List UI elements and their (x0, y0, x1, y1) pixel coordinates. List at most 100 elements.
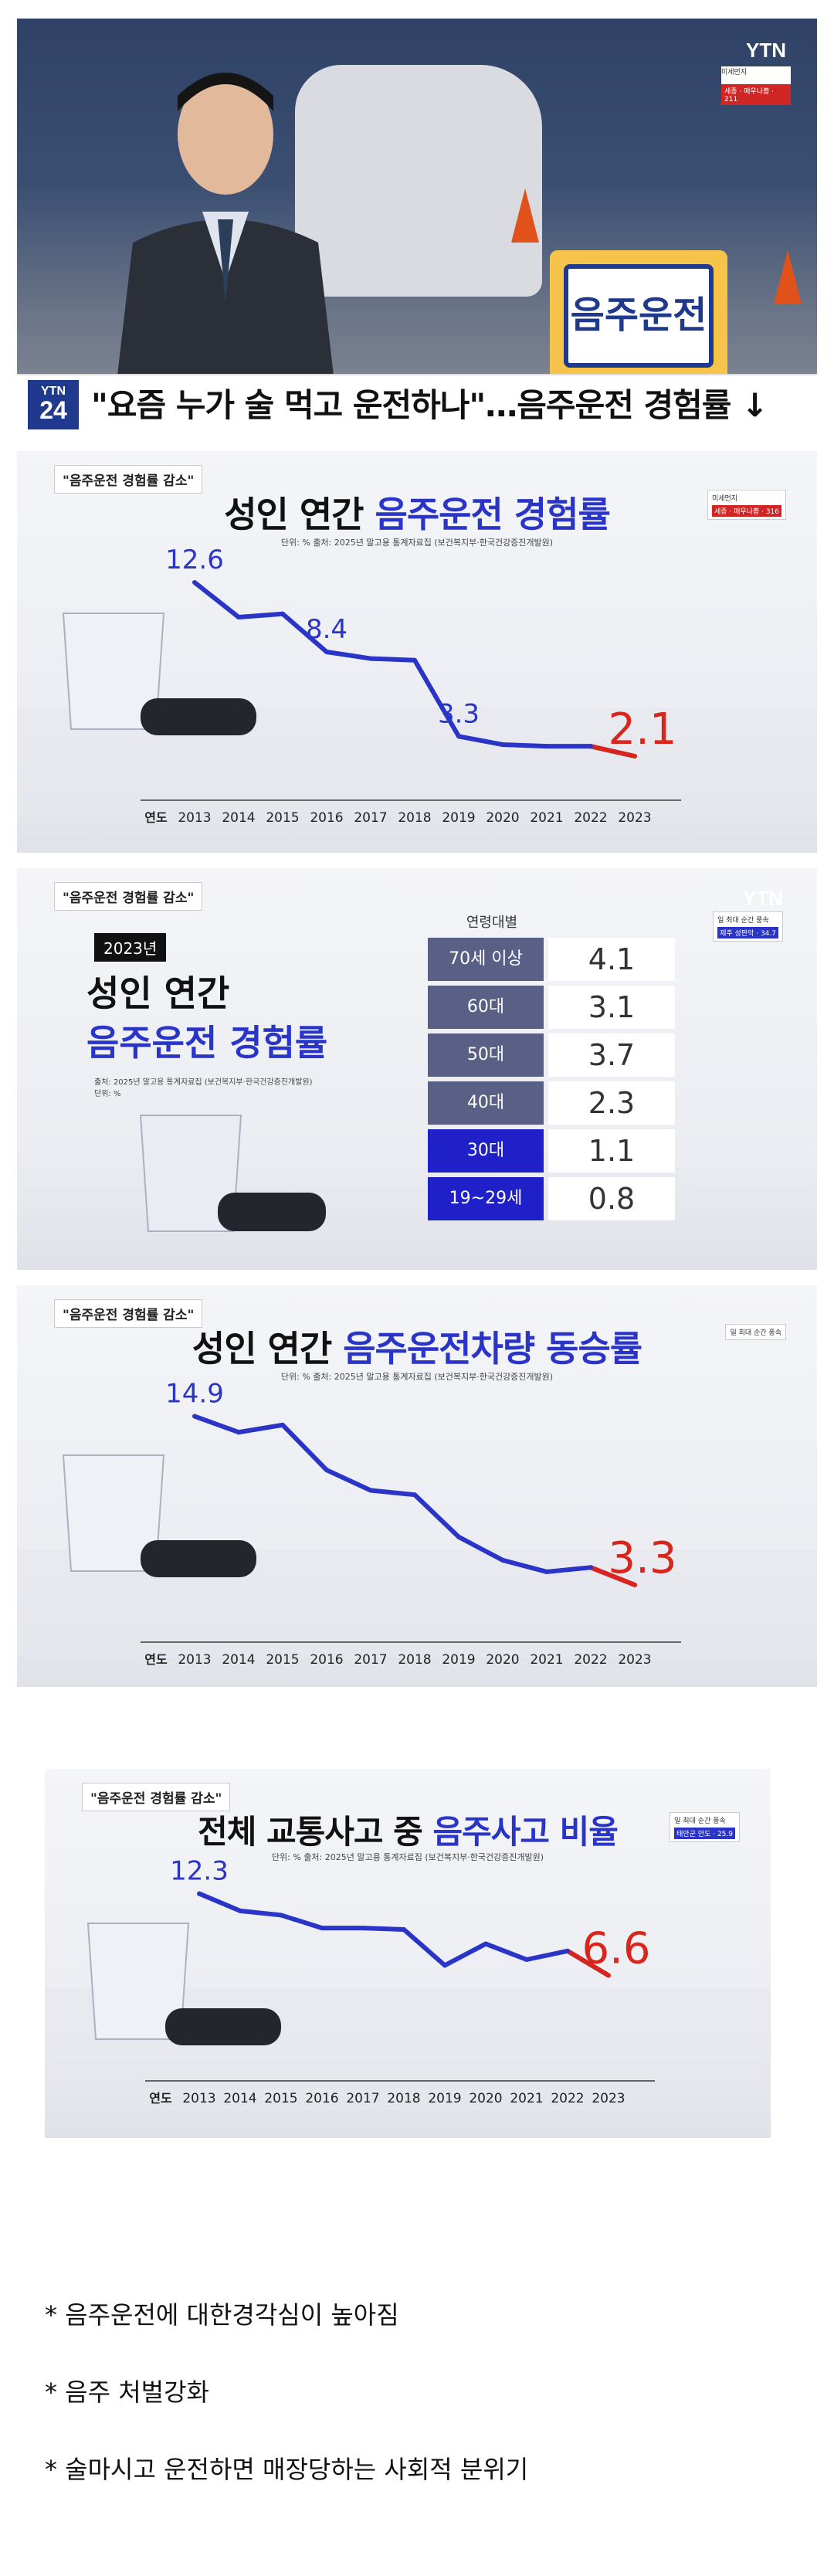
chart-title-plain: 성인 연간 (192, 1328, 344, 1369)
age-table-row: 60대 3.1 (428, 986, 675, 1029)
year-label: 2023년 (94, 933, 167, 962)
x-axis-label: 연도 (149, 2091, 172, 2106)
ytn-logo: YTN (746, 39, 786, 62)
line-chart: 연도 2013 2014 2015 2016 2017 2018 2019 2020 2021 20… (17, 545, 817, 826)
data-label: 2.1 (608, 704, 676, 755)
age-table-row: 50대 3.7 (428, 1033, 675, 1077)
data-label: 14.9 (165, 1379, 224, 1410)
x-tick-label: 2014 (222, 1652, 255, 1668)
note-item: * 술마시고 운전하면 매장당하는 사회적 분위기 (45, 2455, 529, 2484)
data-point (197, 1891, 202, 1896)
chart-title-highlight: 음주운전차량 동승률 (343, 1328, 642, 1369)
x-axis-label: 연도 (144, 1652, 168, 1667)
series-line (198, 1891, 610, 1978)
chart-source: 단위: % 출처: 2025년 말고용 통계자료집 (보건복지부·한국건강증진개… (280, 1372, 554, 1382)
channel-number: 24 (39, 396, 67, 424)
age-group-value: 0.8 (548, 1177, 675, 1220)
mini-badge-value: 세종 · 매우나쁨 · 316 (711, 505, 781, 517)
series-line-last-segment (588, 1565, 637, 1587)
age-group-label: 19~29세 (428, 1177, 544, 1220)
data-point (361, 1926, 365, 1931)
data-point (279, 1912, 283, 1918)
x-tick-label: 2021 (530, 810, 563, 826)
age-panel-source: 출처: 2025년 말고용 통계자료집 (보건복지부·한국건강증진개발원) 단위… (94, 1075, 313, 1098)
age-group-value: 2.3 (548, 1081, 675, 1125)
data-label: 3.3 (608, 1533, 676, 1583)
data-point (192, 580, 197, 585)
series-line-last-segment (565, 1948, 611, 1978)
age-table-row: 70세 이상 4.1 (428, 938, 675, 981)
weather-mini-badge: 미세먼지 세종 · 매우나쁨 · 316 (707, 490, 786, 520)
data-point (632, 754, 637, 759)
x-tick-label: 2015 (266, 1652, 299, 1668)
data-point (500, 1557, 505, 1563)
traffic-cone (774, 250, 802, 304)
data-point (236, 1430, 241, 1435)
age-group-value: 4.1 (548, 938, 675, 981)
chart-source: 단위: % 출처: 2025년 말고용 통계자료집 (보건복지부·한국건강증진개… (271, 1852, 544, 1862)
x-tick-label: 2019 (428, 2091, 461, 2106)
weather-mini-badge: 일 최대 순간 풍속 제주 성판악 · 34.7 (713, 911, 783, 942)
traffic-cone (511, 188, 539, 243)
weather-badge-title: 미세먼지 (721, 69, 748, 76)
age-table-row: 30대 1.1 (428, 1129, 675, 1173)
mini-badge-title: 일 최대 순간 풍속 (674, 1817, 726, 1825)
data-label: 8.4 (306, 614, 348, 645)
data-point (524, 1957, 529, 1962)
age-group-label: 30대 (428, 1129, 544, 1173)
mini-badge-value: 제주 성판악 · 34.7 (717, 927, 778, 938)
x-tick-label: 2015 (266, 810, 299, 826)
data-point (500, 742, 505, 747)
x-tick-label: 2013 (178, 1652, 211, 1668)
data-point (320, 1926, 324, 1931)
x-tick-label: 2020 (469, 2091, 502, 2106)
age-group-label: 70세 이상 (428, 938, 544, 981)
car-key-illustration (141, 1540, 256, 1577)
chart-title-highlight: 음주사고 비율 (432, 1813, 618, 1851)
x-tick-label: 2022 (551, 2091, 584, 2106)
x-tick-label: 2023 (618, 1652, 651, 1668)
source-text: 출처: 2025년 말고용 통계자료집 (보건복지부·한국건강증진개발원) (94, 1078, 313, 1087)
chart-tag: "음주운전 경험률 감소" (82, 1783, 231, 1811)
ytn24-logo: YTN 24 (28, 380, 79, 429)
chart-source: 단위: % 출처: 2025년 말고용 통계자료집 (보건복지부·한국건강증진개… (280, 538, 554, 548)
mini-badge-title: 일 최대 순간 풍속 (730, 1329, 781, 1337)
data-point (368, 1488, 373, 1493)
data-point (442, 1963, 447, 1968)
x-tick-label: 2022 (574, 1652, 607, 1668)
x-tick-label: 2018 (398, 1652, 431, 1668)
age-group-panel: "음주운전 경험률 감소" 2023년 성인 연간 음주운전 경험률 출처: 2… (17, 868, 817, 1270)
weather-badge: 미세먼지 세종 · 매우나쁨 · 211 (721, 66, 791, 105)
chart-title: 성인 연간 음주운전 경험률 (17, 487, 817, 538)
data-point (456, 1534, 461, 1539)
data-label: 3.3 (438, 698, 480, 729)
x-tick-label: 2017 (354, 810, 387, 826)
chart-title-highlight: 음주운전 경험률 (375, 494, 611, 535)
age-panel-title: 성인 연간 (86, 972, 230, 1014)
age-group-label: 50대 (428, 1033, 544, 1077)
car-key-illustration (141, 698, 256, 735)
data-point (412, 657, 417, 663)
data-point (324, 1468, 329, 1473)
data-point (565, 1948, 570, 1953)
x-tick-label: 2017 (346, 2091, 379, 2106)
data-point (238, 1908, 242, 1913)
x-tick-label: 2014 (223, 2091, 256, 2106)
x-tick-label: 2019 (442, 1652, 475, 1668)
data-point (606, 1973, 611, 1978)
data-point (236, 615, 241, 619)
unit-text: 단위: % (94, 1090, 121, 1098)
data-label: 12.6 (165, 545, 224, 575)
x-tick-label: 2016 (310, 1652, 343, 1668)
data-point (280, 1422, 285, 1427)
x-tick-label: 2018 (398, 810, 431, 826)
age-group-value: 3.7 (548, 1033, 675, 1077)
chart-panel-drunk-accident-ratio: "음주운전 경험률 감소" 전체 교통사고 중 음주사고 비율 단위: % 출처… (45, 1769, 771, 2138)
chart-panel-passenger-rate: "음주운전 경험률 감소" 성인 연간 음주운전차량 동승률 단위: % 출처:… (17, 1285, 817, 1687)
chart-title-plain: 전체 교통사고 중 (198, 1813, 433, 1851)
age-panel-title-highlight: 음주운전 경험률 (86, 1022, 328, 1064)
x-tick-label: 2020 (486, 1652, 519, 1668)
age-table-row: 40대 2.3 (428, 1081, 675, 1125)
mini-badge-title: 미세먼지 (711, 495, 738, 503)
note-item: * 음주운전에 대한경각심이 높아짐 (45, 2300, 399, 2330)
